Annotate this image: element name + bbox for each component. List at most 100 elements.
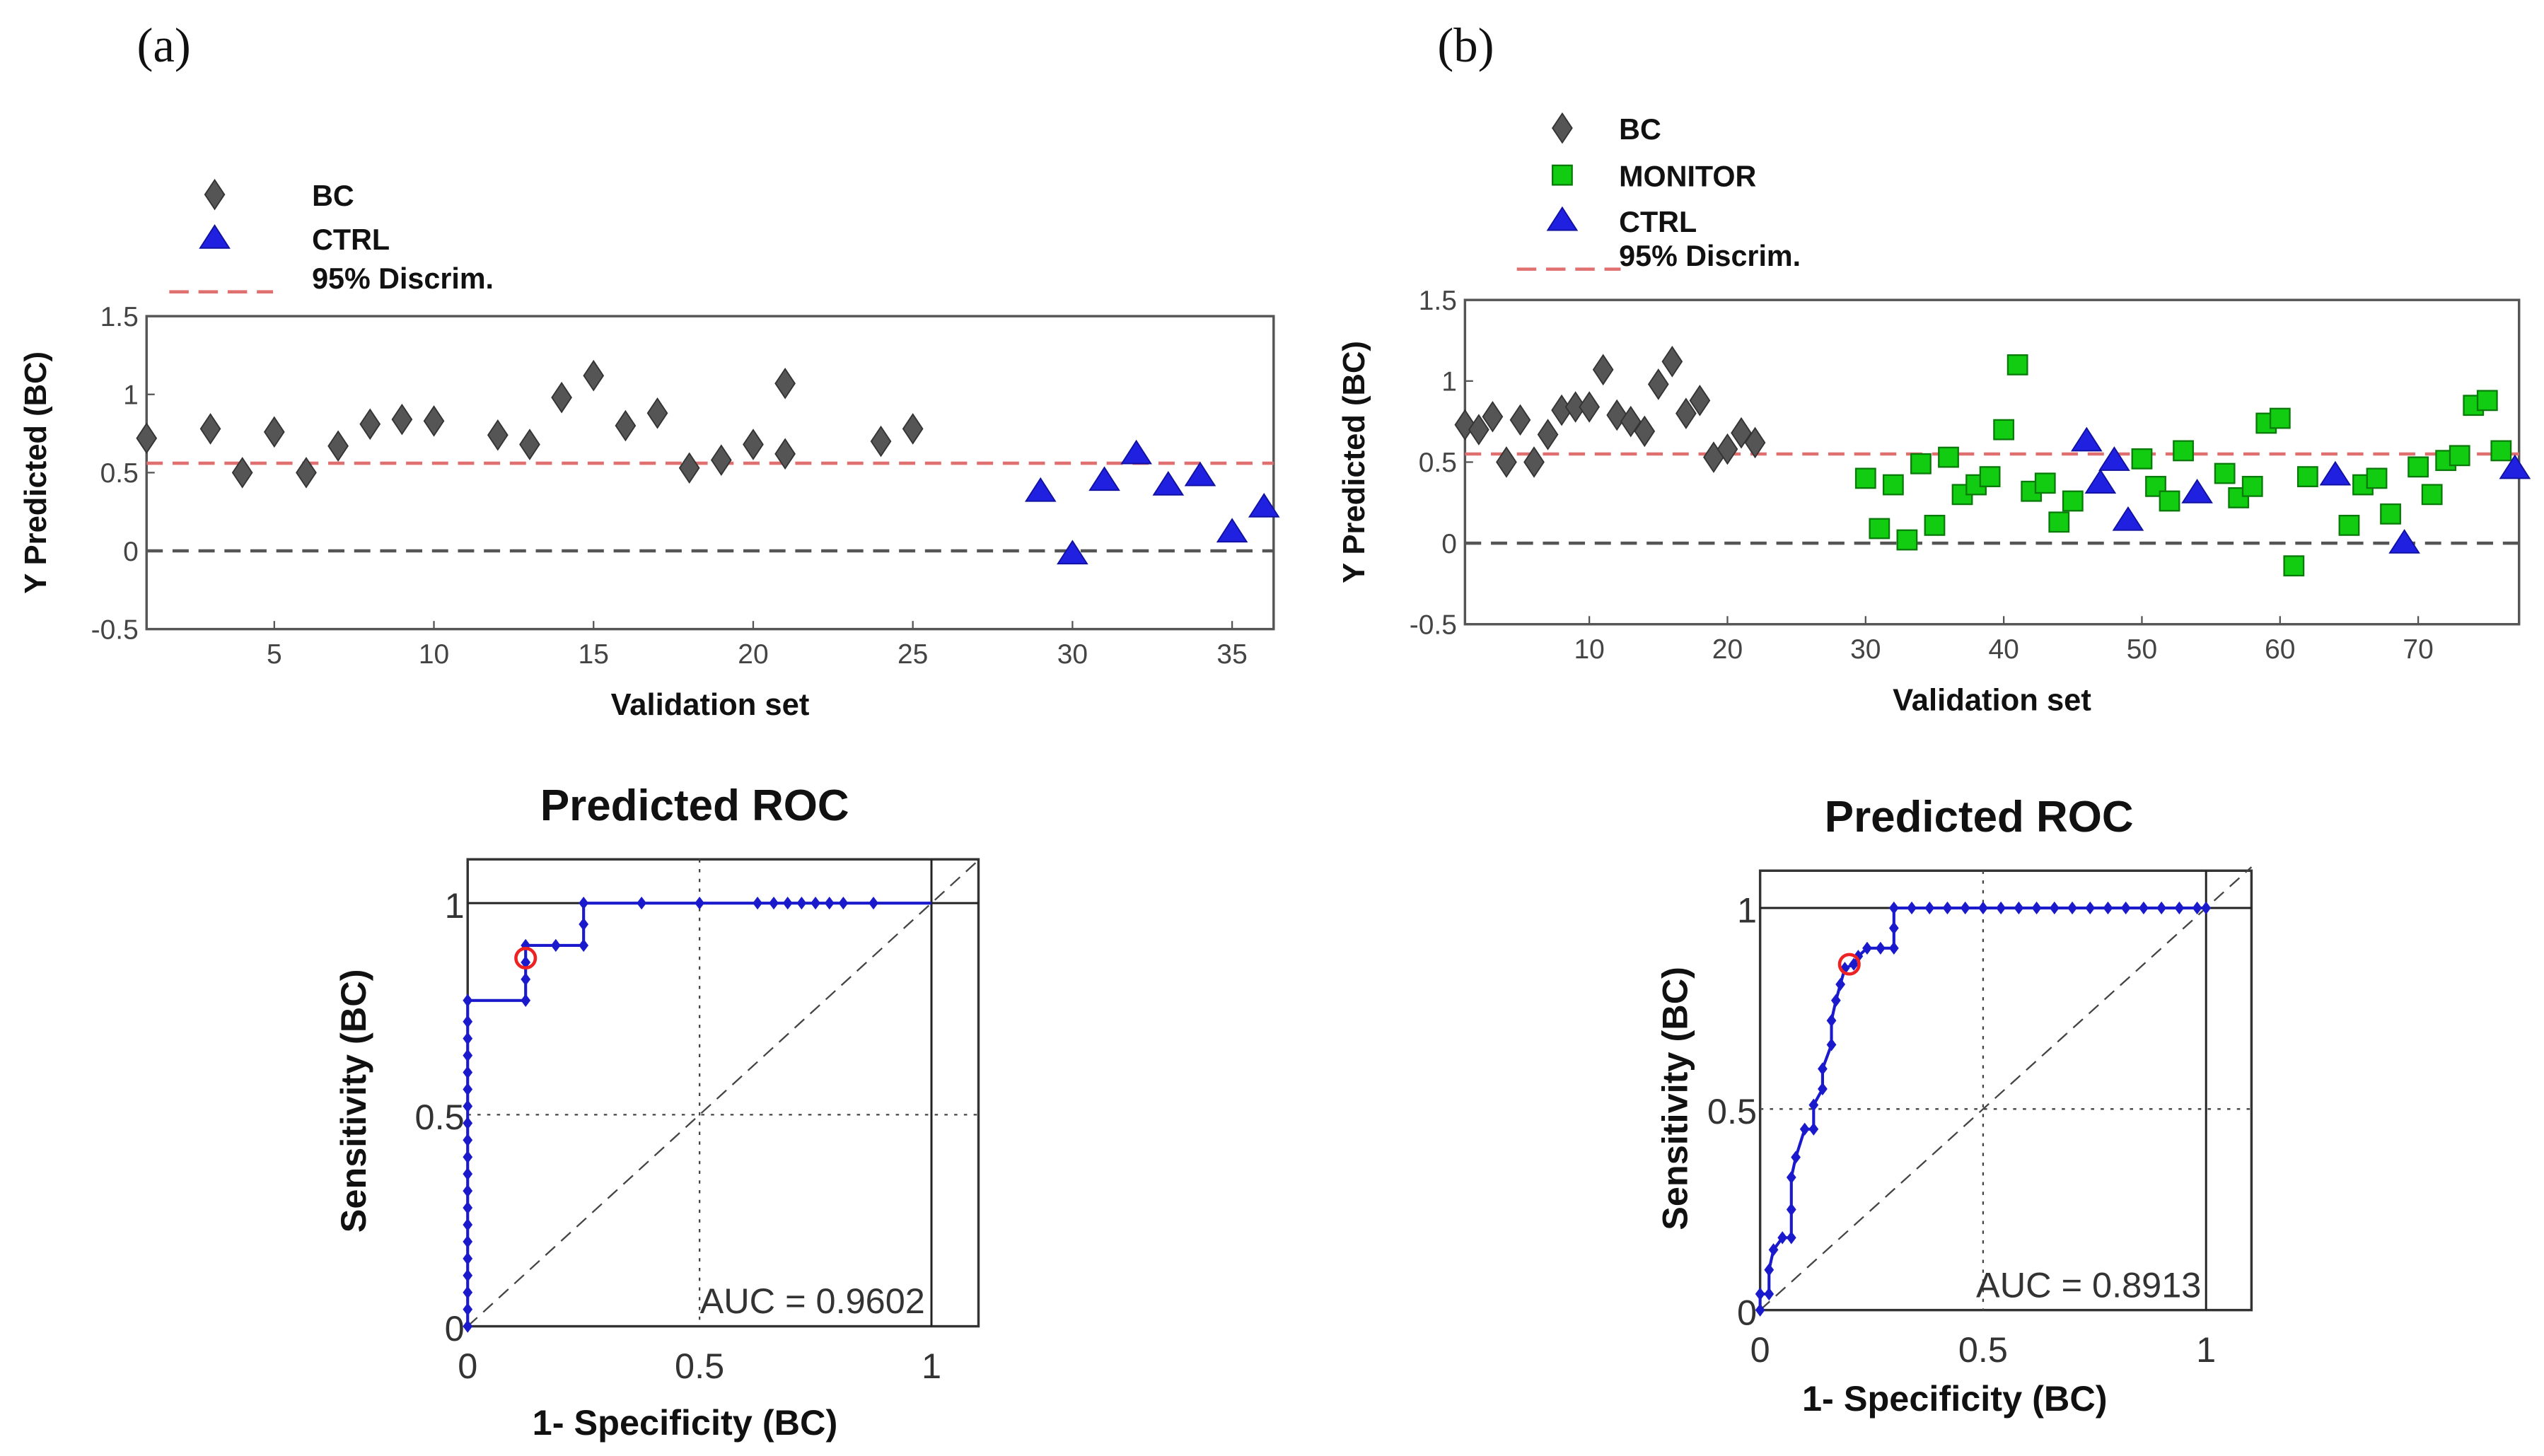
point-monitor — [2296, 466, 2318, 488]
x-tick-label: 0.5 — [675, 1346, 724, 1386]
y-tick-label: -0.5 — [1410, 610, 1457, 641]
roc-point — [463, 1303, 473, 1316]
x-axis-label: 1- Specificity (BC) — [1802, 1378, 2108, 1419]
point-bc — [327, 430, 349, 462]
roc-point — [1835, 977, 1846, 991]
y-tick-label: 0 — [445, 1308, 465, 1349]
x-tick-label: 0.5 — [1958, 1329, 2008, 1370]
point-bc — [1482, 400, 1504, 433]
point-bc — [1579, 391, 1601, 423]
point-bc — [263, 416, 285, 448]
roc-point — [463, 994, 473, 1007]
point-monitor — [1910, 453, 1932, 474]
y-tick-label: 1.5 — [1419, 286, 1457, 316]
roc-point — [463, 1066, 473, 1079]
point-ctrl — [1120, 439, 1152, 465]
chance-diagonal — [1759, 866, 2253, 1311]
point-monitor — [2421, 484, 2443, 506]
chance-diagonal — [467, 859, 980, 1327]
roc-point — [463, 1235, 473, 1249]
point-bc — [774, 367, 796, 400]
point-bc — [1468, 414, 1489, 445]
point-monitor — [2338, 514, 2360, 536]
y-tick-label: 0.5 — [1419, 448, 1457, 478]
x-axis-label: 1- Specificity (BC) — [533, 1402, 838, 1443]
point-bc — [743, 429, 764, 460]
point-bc — [199, 413, 221, 445]
point-bc — [710, 444, 732, 476]
y-tick-label: 0.5 — [1707, 1091, 1757, 1131]
legend-marker-bc — [1552, 112, 1573, 144]
roc-point — [1888, 941, 1899, 955]
x-tick-label: 5 — [267, 639, 282, 670]
legend-label: 95% Discrim. — [1619, 240, 1801, 272]
point-monitor — [1993, 419, 2015, 441]
x-tick-label: 60 — [2265, 634, 2295, 665]
point-bc — [136, 422, 158, 454]
point-bc — [519, 429, 540, 460]
point-monitor — [2228, 487, 2250, 508]
legend-marker-monitor — [1552, 164, 1573, 186]
legend-marker-bc — [204, 178, 226, 211]
y-tick-label: 1.5 — [100, 302, 139, 332]
point-bc — [551, 381, 572, 414]
y-tick-label: 0.5 — [100, 458, 139, 489]
x-tick-label: 70 — [2403, 634, 2433, 665]
x-tick-label: 0 — [458, 1346, 477, 1386]
point-ctrl — [2084, 469, 2117, 494]
x-tick-label: 40 — [1988, 634, 2019, 665]
point-monitor — [1896, 529, 1918, 551]
point-ctrl — [1184, 461, 1216, 487]
x-tick-label: 20 — [738, 639, 768, 670]
roc-point — [463, 1218, 473, 1232]
roc-point — [1849, 957, 1859, 971]
point-bc — [231, 457, 253, 489]
roc-a: Predicted ROC 0 0.5 1 0 0.5 1 AUC = 0.9602 1- Sp… — [333, 781, 980, 1443]
panel-label-b: (b) — [1437, 18, 1494, 72]
point-monitor — [2062, 490, 2084, 512]
point-monitor — [1924, 514, 1946, 536]
legend-label: CTRL — [312, 223, 390, 256]
operating-point — [1837, 953, 1861, 976]
roc-point — [1818, 1062, 1828, 1076]
plot-area — [145, 315, 1275, 631]
roc-point — [1826, 1014, 1837, 1027]
point-ctrl — [2388, 529, 2420, 554]
roc-point — [521, 955, 531, 969]
y-axis-label: Sensitivity (BC) — [333, 969, 373, 1233]
roc-point — [1791, 1151, 1801, 1164]
roc-point — [1876, 941, 1886, 955]
operating-point — [514, 946, 538, 969]
roc-point — [1818, 1082, 1828, 1096]
roc-point — [1786, 1231, 1796, 1245]
legend-label: BC — [1619, 113, 1661, 146]
x-tick-label: 50 — [2127, 634, 2157, 665]
point-bc — [1689, 385, 1711, 417]
point-ctrl — [1248, 493, 1280, 518]
point-monitor — [2048, 511, 2070, 533]
legend-label: CTRL — [1619, 206, 1697, 238]
roc-point — [1808, 1098, 1819, 1112]
roc-point — [463, 1184, 473, 1198]
auc-annotation: AUC = 0.8913 — [1976, 1264, 2201, 1305]
x-tick-label: 0 — [1750, 1329, 1770, 1370]
x-tick-label: 10 — [1574, 634, 1604, 665]
auc-annotation: AUC = 0.9602 — [700, 1281, 925, 1321]
legend-marker-ctrl — [199, 224, 231, 249]
point-ctrl — [1152, 471, 1185, 496]
point-bc — [1592, 354, 1614, 386]
point-monitor — [2241, 475, 2263, 497]
roc-point — [463, 1032, 473, 1045]
point-bc — [391, 403, 413, 436]
point-bc — [1744, 426, 1766, 459]
y-tick-label: 1 — [1737, 890, 1757, 931]
roc-point — [521, 994, 531, 1007]
roc-point — [1777, 1231, 1788, 1245]
legend-label: 95% Discrim. — [312, 262, 494, 295]
point-bc — [1661, 346, 1683, 378]
plot-area — [1758, 869, 2253, 1312]
point-ctrl — [2319, 460, 2352, 486]
chart-title: Predicted ROC — [1825, 793, 2134, 841]
point-bc — [1523, 446, 1545, 478]
